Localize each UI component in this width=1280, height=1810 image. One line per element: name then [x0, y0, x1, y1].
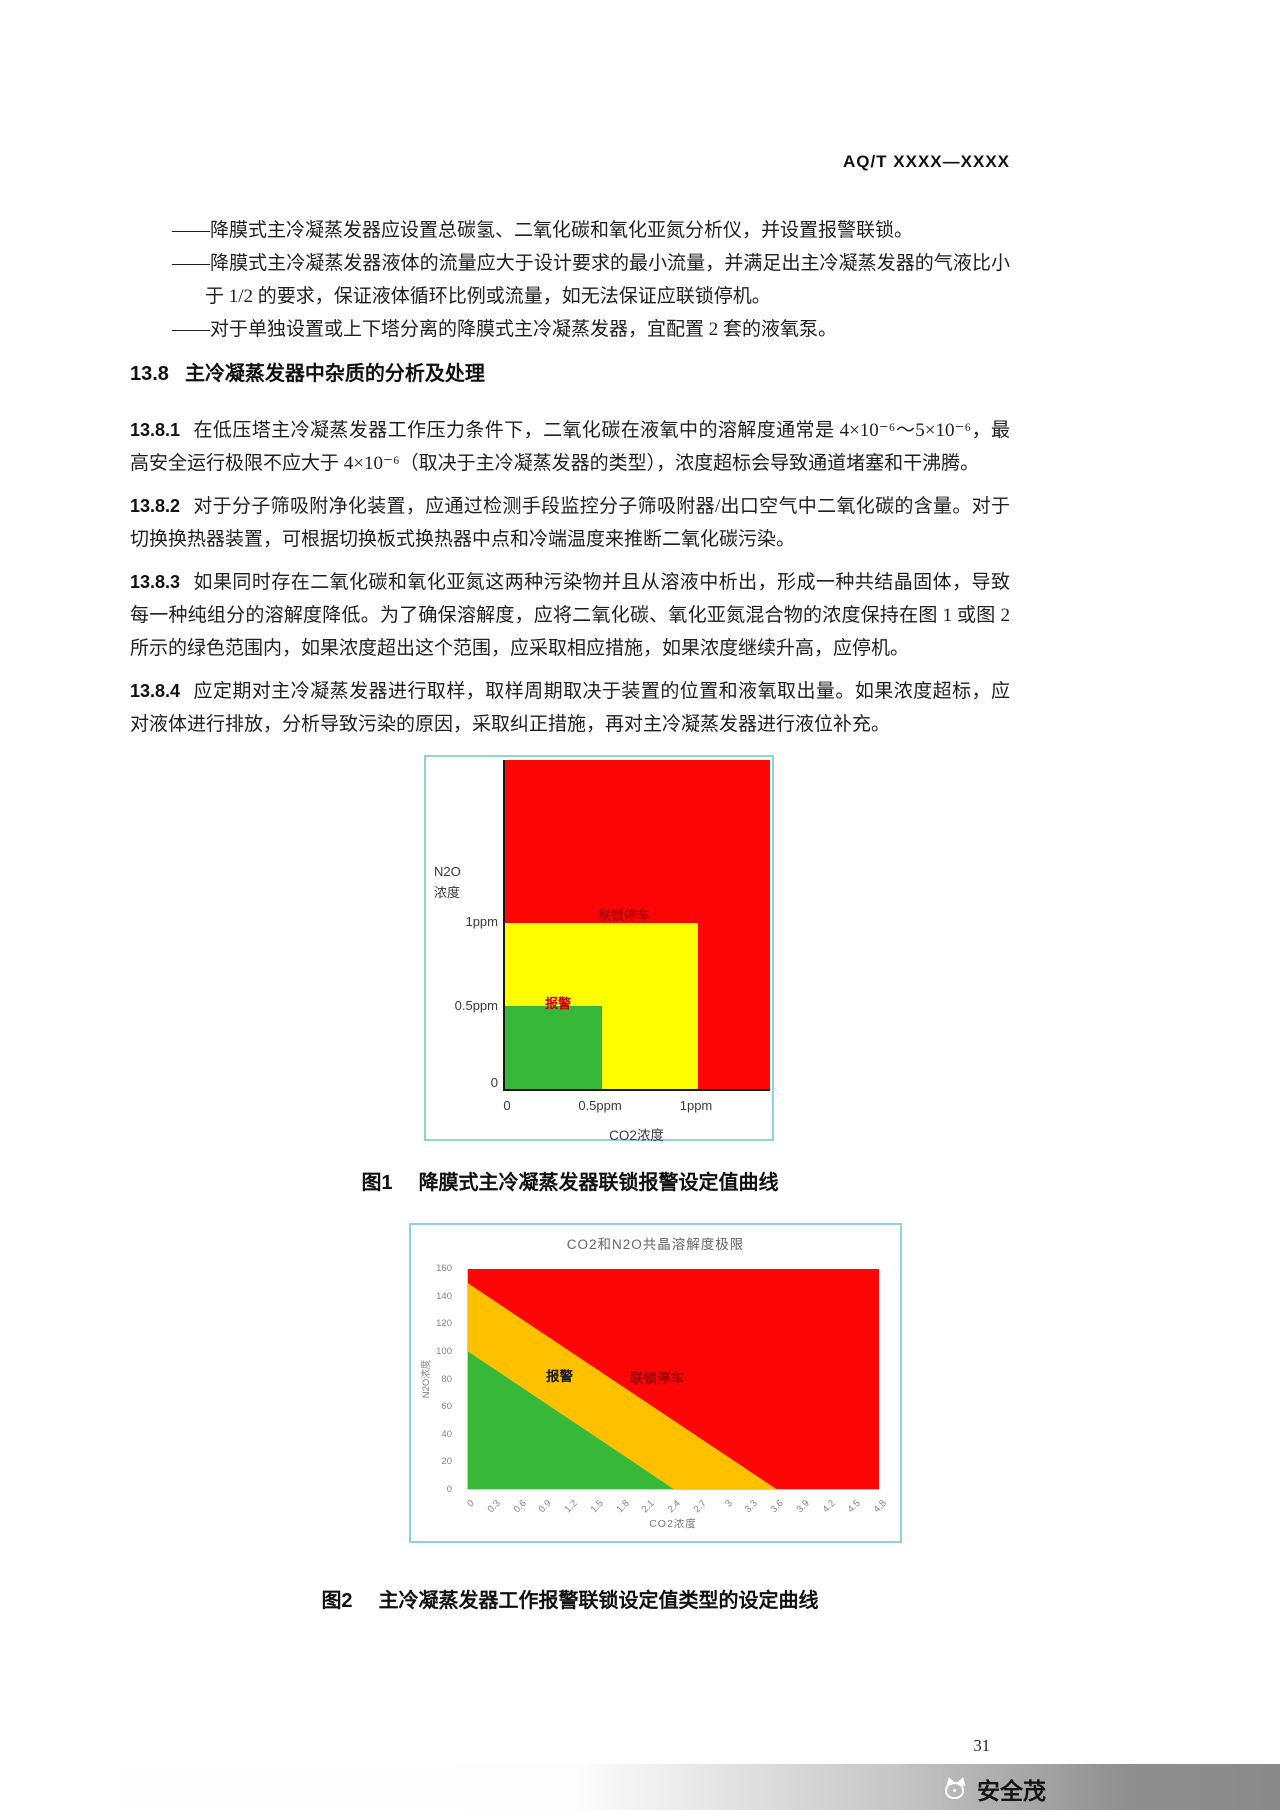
figure2-title: CO2和N2O共晶溶解度极限	[566, 1237, 745, 1252]
figure2-caption-text: 主冷凝蒸发器工作报警联锁设定值类型的设定曲线	[378, 1590, 819, 1612]
bullet-item: ——对于单独设置或上下塔分离的降膜式主冷凝蒸发器，宜配置 2 套的液氧泵。	[172, 319, 838, 340]
figure2-trip-label: 联锁停车	[630, 1371, 684, 1386]
clause-number: 13.8.3	[130, 572, 181, 592]
clause-text: 应定期对主冷凝蒸发器进行取样，取样周期取决于装置的位置和液氧取出量。如果浓度超标…	[130, 681, 1010, 735]
figure1-x-axis-title: CO2浓度	[609, 1128, 664, 1143]
section-heading: 13.8 主冷凝蒸发器中杂质的分析及处理	[130, 360, 1010, 388]
figure1-x-tick: 0.5ppm	[578, 1098, 622, 1113]
clause-text: 如果同时存在二氧化碳和氧化亚氮这两种污染物并且从溶液中析出，形成一种共结晶固体，…	[130, 572, 1010, 659]
figure2-plot-area: 报警 联锁停车	[467, 1269, 879, 1490]
figure1-x-tick: 1ppm	[679, 1098, 713, 1113]
figure1-x-tick: 0	[503, 1098, 511, 1113]
figure2-x-tick: 0.6	[511, 1498, 529, 1516]
figure2-x-tick: 3.3	[742, 1498, 761, 1516]
figure2-x-tick: 2.1	[639, 1498, 658, 1516]
figure1-chart: N2O 浓度 联锁停车 报警 1ppm 0.5ppm 0 0 0.5ppm 1p…	[424, 755, 774, 1143]
figure2-x-tick: 2.4	[665, 1498, 683, 1516]
figure2-x-tick: 3	[722, 1498, 735, 1510]
bullet-item: ——降膜式主冷凝蒸发器液体的流量应大于设计要求的最小流量，并满足出主冷凝蒸发器的…	[172, 253, 1010, 307]
figure1-alarm-label: 报警	[545, 996, 572, 1011]
figure1-plot-area	[503, 760, 770, 1091]
standard-number-header: AQ/T XXXX—XXXX	[842, 152, 1010, 171]
clause-13-8-2: 13.8.2 对于分子筛吸附净化装置，应通过检测手段监控分子筛吸附器/出口空气中二…	[130, 490, 1010, 556]
figure2-x-tick: 0.3	[485, 1498, 503, 1516]
footer-watermark-bar: 安全茂	[0, 1764, 1280, 1810]
clause-number: 13.8.2	[130, 496, 181, 516]
clause-13-8-1: 13.8.1 在低压塔主冷凝蒸发器工作压力条件下，二氧化碳在液氧中的溶解度通常是 …	[130, 414, 1010, 480]
figure1-y-axis-title-line2: 浓度	[434, 885, 461, 900]
figure2-chart: CO2和N2O共晶溶解度极限 N2O浓度 160 140 120 100 80 60 40 2…	[409, 1223, 902, 1543]
figure2-x-tick: 1.8	[614, 1498, 632, 1516]
figure1-y-axis-title: N2O 浓度	[434, 861, 461, 903]
brand-cat-logo-icon	[942, 1775, 970, 1803]
section-title: 主冷凝蒸发器中杂质的分析及处理	[184, 363, 485, 385]
page-number: 31	[973, 1736, 991, 1755]
figure2-alarm-label: 报警	[546, 1369, 573, 1384]
page-content: AQ/T XXXX—XXXX ——降膜式主冷凝蒸发器应设置总碳氢、二氧化碳和氧化…	[130, 152, 1010, 1615]
figure2-x-tick: 4.5	[845, 1498, 864, 1516]
figure1-caption-text: 降膜式主冷凝蒸发器联锁报警设定值曲线	[418, 1172, 779, 1194]
figure1-y-tick: 1ppm	[465, 914, 498, 929]
figure2-x-axis-ticks: 0 0.3 0.6 0.9 1.2 1.5 1.8 2.1 2.4 2.7 3 3.3 3.6 3.9 4.…	[465, 1494, 889, 1516]
figure1-caption-number: 图1	[361, 1172, 393, 1194]
brand-watermark: 安全茂	[942, 1772, 1046, 1806]
clause-text: 在低压塔主冷凝蒸发器工作压力条件下，二氧化碳在液氧中的溶解度通常是 4×10⁻⁶…	[130, 420, 1010, 474]
figure2-x-tick: 1.5	[588, 1498, 606, 1516]
bullet-item: ——降膜式主冷凝蒸发器应设置总碳氢、二氧化碳和氧化亚氮分析仪，并设置报警联锁。	[172, 220, 914, 241]
figure2-x-tick: 4.8	[871, 1498, 889, 1516]
figure2-x-axis-title: CO2浓度	[649, 1518, 697, 1530]
figure1-caption: 图1 降膜式主冷凝蒸发器联锁报警设定值曲线	[130, 1169, 1010, 1197]
section-number: 13.8	[130, 363, 169, 385]
clause-text: 对于分子筛吸附净化装置，应通过检测手段监控分子筛吸附器/出口空气中二氧化碳的含量…	[130, 496, 1010, 550]
bullet-list: ——降膜式主冷凝蒸发器应设置总碳氢、二氧化碳和氧化亚氮分析仪，并设置报警联锁。 …	[130, 214, 1010, 346]
figure1-y-tick: 0.5ppm	[454, 998, 498, 1013]
clause-13-8-4: 13.8.4 应定期对主冷凝蒸发器进行取样，取样周期取决于装置的位置和液氧取出量。…	[130, 675, 1010, 741]
figure1-normal-region-green	[505, 1006, 602, 1089]
figure2-y-axis-ticks: 160 140 120 100 80 60 40 20 0	[436, 1263, 452, 1495]
clause-number: 13.8.1	[130, 420, 181, 440]
figure2-x-tick: 2.7	[691, 1498, 709, 1516]
brand-name: 安全茂	[977, 1778, 1046, 1804]
figure2-caption: 图2 主冷凝蒸发器工作报警联锁设定值类型的设定曲线	[130, 1587, 1010, 1615]
figure2-x-tick: 0	[465, 1498, 477, 1510]
figure2-x-tick: 0.9	[536, 1498, 555, 1516]
figure1-trip-label: 联锁停车	[598, 908, 651, 923]
figure2-caption-number: 图2	[321, 1590, 353, 1612]
figure2-x-tick: 3.6	[768, 1498, 786, 1516]
figure2-x-tick: 4.2	[820, 1498, 838, 1516]
figure2-x-tick: 3.9	[794, 1498, 812, 1516]
clause-13-8-3: 13.8.3 如果同时存在二氧化碳和氧化亚氮这两种污染物并且从溶液中析出，形成一种…	[130, 566, 1010, 665]
figure1-y-tick: 0	[490, 1075, 498, 1090]
figure1-y-axis-title-line1: N2O	[434, 864, 461, 879]
clause-number: 13.8.4	[130, 681, 181, 701]
figure2-x-tick: 1.2	[562, 1498, 580, 1516]
